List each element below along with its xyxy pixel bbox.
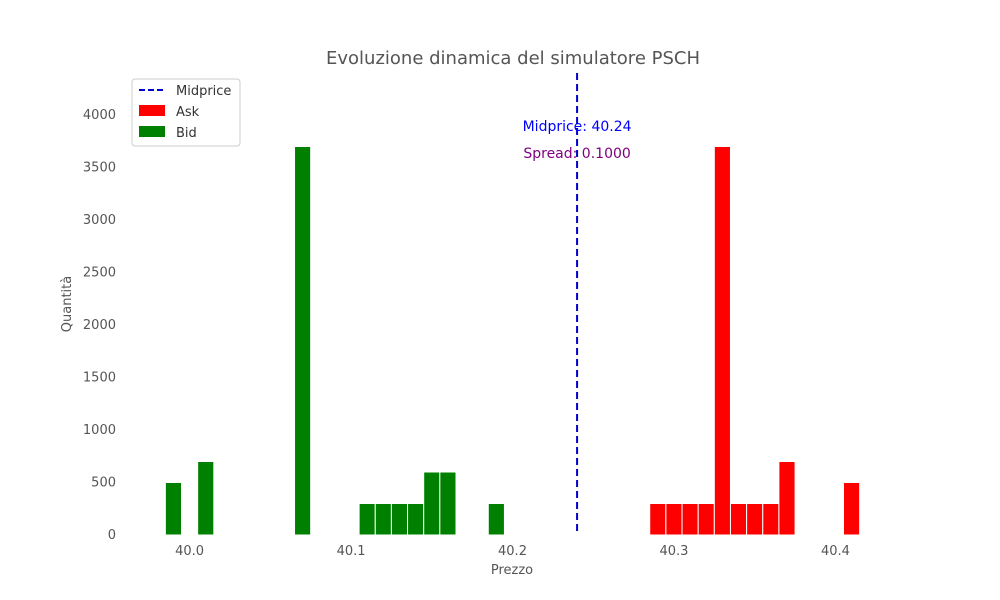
x-tick-label: 40.1 xyxy=(337,544,366,559)
legend-ask-label: Ask xyxy=(176,105,200,120)
y-axis-label: Quantità xyxy=(60,276,75,332)
bar-ask xyxy=(842,482,861,536)
legend-ask-swatch xyxy=(139,105,165,116)
y-tick-label: 1000 xyxy=(83,423,116,438)
x-tick-label: 40.2 xyxy=(498,544,527,559)
bar-bid xyxy=(390,503,409,536)
spread-annotation: Spread: 0.1000 xyxy=(523,146,630,162)
x-axis-label: Prezzo xyxy=(491,563,533,578)
bar-bid xyxy=(407,503,425,536)
legend: Midprice Ask Bid xyxy=(131,78,241,147)
bar-bid xyxy=(423,471,441,536)
y-tick-label: 0 xyxy=(108,528,116,543)
bar-ask xyxy=(697,503,715,536)
legend-bid-swatch xyxy=(139,126,165,137)
legend-midprice-label: Midprice xyxy=(176,84,231,99)
bar-bid xyxy=(358,503,376,536)
chart-title: Evoluzione dinamica del simulatore PSCH xyxy=(326,48,700,69)
legend-bid-label: Bid xyxy=(176,126,197,141)
bar-ask xyxy=(713,146,731,536)
bar-bid xyxy=(197,461,215,536)
x-tick-label: 40.3 xyxy=(659,544,688,559)
y-tick-label: 3000 xyxy=(83,213,116,228)
bar-ask xyxy=(649,503,667,536)
bar-bid xyxy=(487,503,505,536)
y-tick-label: 2000 xyxy=(83,318,116,333)
y-tick-label: 1500 xyxy=(83,371,116,386)
bar-bid xyxy=(374,503,392,536)
x-tick-label: 40.0 xyxy=(175,544,204,559)
bar-ask xyxy=(729,503,748,536)
midprice-annotation: Midprice: 40.24 xyxy=(523,119,632,135)
bar-ask xyxy=(665,503,683,536)
bar-ask xyxy=(762,503,780,536)
y-tick-label: 500 xyxy=(91,476,116,491)
x-axis-ticks: 40.0 40.1 40.2 40.3 40.4 xyxy=(175,544,850,559)
x-tick-label: 40.4 xyxy=(821,544,850,559)
bar-bid xyxy=(439,471,457,536)
bar-ask xyxy=(746,503,764,536)
bar-bid xyxy=(164,482,183,536)
bars-group xyxy=(164,146,861,536)
y-tick-label: 3500 xyxy=(83,161,116,176)
bar-ask xyxy=(778,461,796,536)
bar-ask xyxy=(681,503,699,536)
y-axis-ticks: 0 500 1000 1500 2000 2500 3000 3500 4000 xyxy=(83,108,116,543)
y-tick-label: 2500 xyxy=(83,266,116,281)
y-tick-label: 4000 xyxy=(83,108,116,123)
bar-bid xyxy=(294,146,312,536)
